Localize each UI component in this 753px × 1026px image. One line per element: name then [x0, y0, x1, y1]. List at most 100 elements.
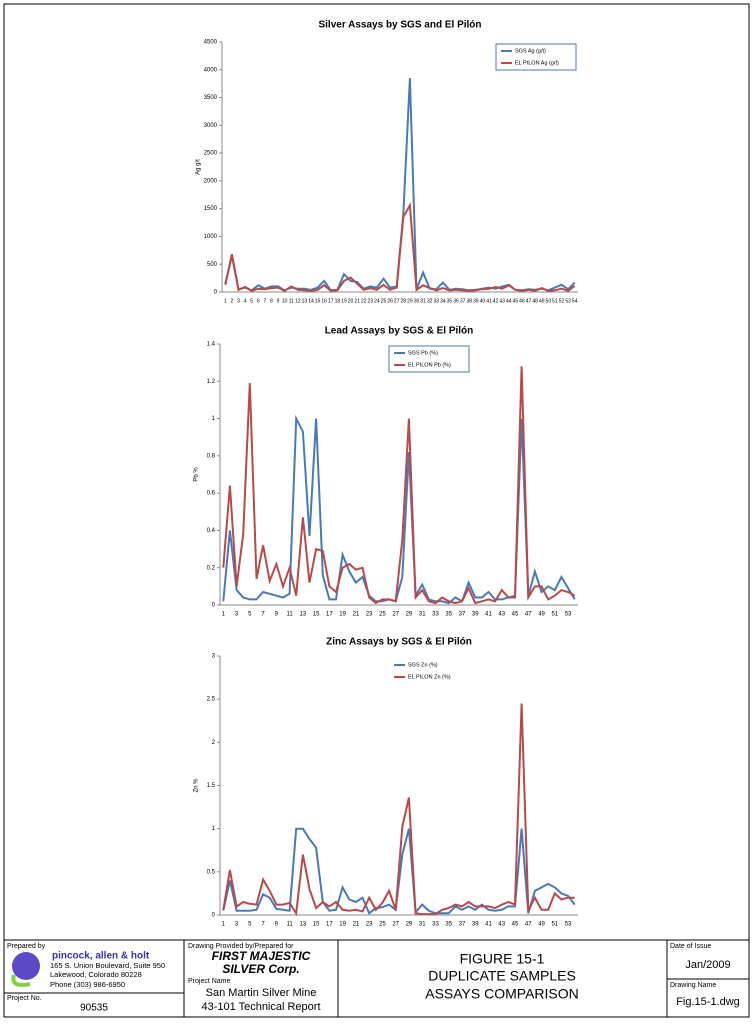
- x-tick-label: 29: [406, 612, 413, 618]
- logo: [11, 974, 31, 987]
- legend-label: EL PILON Zn (%): [408, 674, 451, 680]
- y-tick-label: 0: [212, 603, 216, 609]
- x-tick-label: 53: [565, 922, 572, 928]
- x-tick-label: 11: [286, 922, 293, 928]
- x-tick-label: 35: [445, 612, 452, 618]
- x-tick-label: 45: [513, 298, 519, 304]
- y-tick-label: 500: [207, 262, 218, 268]
- y-tick-label: 1.5: [207, 783, 216, 789]
- x-tick-label: 18: [335, 298, 341, 304]
- x-tick-label: 44: [506, 298, 512, 304]
- x-tick-label: 11: [289, 298, 294, 304]
- x-tick-label: 20: [348, 298, 354, 304]
- y-tick-label: 2500: [204, 151, 218, 157]
- x-tick-label: 45: [512, 612, 519, 618]
- x-tick-label: 37: [459, 922, 466, 928]
- x-tick-label: 25: [381, 298, 387, 304]
- legend-label: SGS Zn (%): [408, 662, 438, 668]
- data-line: [222, 366, 576, 605]
- x-tick-label: 9: [275, 922, 279, 928]
- x-tick-label: 6: [257, 298, 260, 304]
- x-tick-label: 53: [565, 298, 571, 304]
- title-block: Prepared by pincock, allen & holt 165 S.…: [3, 939, 750, 1018]
- legend-label: SGS Ag (g/t): [515, 48, 546, 54]
- legend-label: EL PILON Ag (g/t): [515, 60, 559, 66]
- x-tick-label: 27: [394, 298, 400, 304]
- y-tick-label: 1500: [204, 206, 218, 212]
- legend-label: SGS Pb (%): [408, 350, 438, 356]
- y-tick-label: 3: [212, 654, 216, 660]
- x-tick-label: 9: [275, 612, 279, 618]
- address: Phone (303) 986-6950: [50, 980, 125, 989]
- x-tick-label: 37: [460, 298, 466, 304]
- x-tick-label: 7: [261, 612, 265, 618]
- x-tick-label: 5: [250, 298, 253, 304]
- y-tick-label: 2000: [204, 178, 218, 184]
- x-tick-label: 25: [379, 922, 386, 928]
- x-tick-label: 23: [366, 922, 373, 928]
- x-tick-label: 50: [546, 298, 552, 304]
- y-tick-label: 0.8: [207, 453, 216, 459]
- x-tick-label: 36: [453, 298, 459, 304]
- legend: SGS Pb (%) EL PILON Pb (%): [388, 345, 470, 373]
- y-axis-label: Zn %: [194, 778, 200, 793]
- x-tick-label: 38: [466, 298, 472, 304]
- x-tick-label: 49: [538, 922, 545, 928]
- x-tick-label: 33: [432, 922, 439, 928]
- figure-title: DUPLICATE SAMPLES: [428, 968, 576, 984]
- chart-title: Silver Assays by SGS and El Pilón: [318, 20, 481, 31]
- x-tick-label: 34: [440, 298, 446, 304]
- label: Drawing Provided by/Prepared for: [188, 943, 294, 950]
- x-tick-label: 27: [392, 922, 399, 928]
- address: Lakewood, Colorado 80228: [50, 970, 142, 979]
- x-tick-label: 27: [392, 612, 399, 618]
- x-tick-label: 21: [354, 298, 360, 304]
- x-tick-label: 10: [282, 298, 288, 304]
- x-tick-label: 17: [326, 612, 333, 618]
- y-axis-label: Ag g/t: [196, 159, 202, 175]
- x-tick-label: 15: [313, 922, 320, 928]
- data-line: [224, 201, 576, 293]
- x-tick-label: 43: [498, 922, 505, 928]
- x-tick-label: 30: [414, 298, 420, 304]
- x-tick-label: 35: [445, 922, 452, 928]
- x-tick-label: 21: [353, 612, 360, 618]
- x-tick-label: 49: [539, 298, 545, 304]
- y-tick-label: 1000: [204, 234, 218, 240]
- x-tick-label: 13: [302, 298, 308, 304]
- x-tick-label: 54: [572, 298, 578, 304]
- y-tick-label: 3500: [204, 95, 218, 101]
- x-tick-label: 47: [525, 922, 532, 928]
- y-tick-label: 4000: [204, 67, 218, 73]
- x-tick-label: 47: [526, 298, 532, 304]
- x-tick-label: 8: [270, 298, 273, 304]
- y-tick-label: 0.5: [207, 869, 216, 875]
- x-tick-label: 23: [368, 298, 374, 304]
- x-tick-label: 15: [315, 298, 321, 304]
- legend: SGS Zn (%) EL PILON Zn (%): [394, 662, 451, 680]
- chart-title: Lead Assays by SGS & El Pilón: [325, 326, 474, 337]
- x-tick-label: 15: [313, 612, 320, 618]
- x-tick-label: 21: [353, 922, 360, 928]
- y-tick-label: 0.6: [207, 491, 216, 497]
- x-tick-label: 13: [300, 612, 307, 618]
- x-tick-label: 47: [525, 612, 532, 618]
- y-axis-label: Pb %: [194, 467, 200, 482]
- x-tick-label: 16: [321, 298, 327, 304]
- x-tick-label: 33: [432, 612, 439, 618]
- x-tick-label: 19: [339, 612, 346, 618]
- drawing-name: Fig.15-1.dwg: [676, 996, 740, 1008]
- x-tick-label: 1: [222, 922, 226, 928]
- x-tick-label: 17: [326, 922, 333, 928]
- x-tick-label: 48: [532, 298, 538, 304]
- page-border: [3, 3, 750, 1018]
- project-name: 43-101 Technical Report: [201, 1001, 320, 1013]
- x-tick-label: 41: [485, 922, 492, 928]
- y-tick-label: 1: [212, 416, 216, 422]
- x-tick-label: 4: [244, 298, 247, 304]
- company: pincock, allen & holt: [52, 951, 150, 962]
- legend-frame: [495, 43, 577, 71]
- x-tick-label: 24: [374, 298, 380, 304]
- label: Drawing Name: [670, 982, 716, 989]
